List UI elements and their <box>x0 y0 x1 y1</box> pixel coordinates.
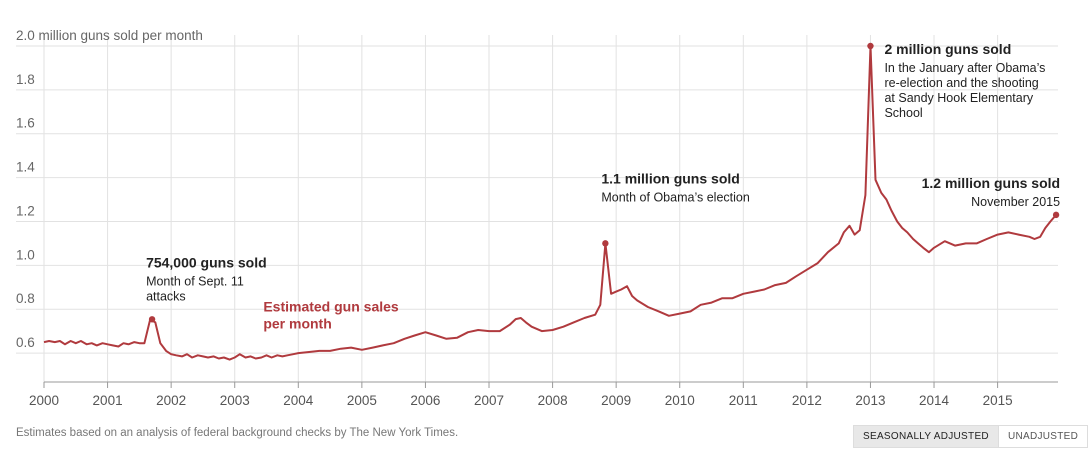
annotation-text: Month of Obama’s election <box>601 190 750 204</box>
annotation-dot <box>602 240 609 247</box>
x-tick-label: 2010 <box>665 393 695 408</box>
x-tick-label: 2013 <box>855 393 885 408</box>
annotation-text: re-election and the shooting <box>884 76 1038 90</box>
y-tick-label: 1.6 <box>16 116 35 131</box>
y-axis-labels: 0.6 0.8 1.0 1.2 1.4 1.6 1.8 2.0 million guns so… <box>16 28 203 350</box>
annotation-text: In the January after Obama’s <box>884 61 1045 75</box>
annotation-title: 1.1 million guns sold <box>601 170 739 186</box>
x-tick-label: 2001 <box>93 393 123 408</box>
y-tick-label: 1.8 <box>16 72 35 87</box>
x-tick-label: 2009 <box>601 393 631 408</box>
unadjusted-button[interactable]: UNADJUSTED <box>997 426 1088 447</box>
annotation-dot <box>1052 211 1060 219</box>
x-tick-label: 2015 <box>983 393 1013 408</box>
gridlines <box>16 35 1058 382</box>
x-tick-label: 2007 <box>474 393 504 408</box>
seasonally-adjusted-button[interactable]: SEASONALLY ADJUSTED <box>854 426 998 447</box>
annotation-title: 2 million guns sold <box>884 41 1011 57</box>
y-tick-label: 0.6 <box>16 335 35 350</box>
y-tick-label: 1.4 <box>16 160 35 175</box>
annotation-title: 754,000 guns sold <box>146 254 267 270</box>
x-tick-label: 2005 <box>347 393 377 408</box>
x-tick-label: 2003 <box>220 393 250 408</box>
y-tick-label: 2.0 million guns sold per month <box>16 28 203 43</box>
annotation-text: at Sandy Hook Elementary <box>884 91 1033 105</box>
series-line <box>43 45 1057 361</box>
x-tick-label: 2004 <box>283 393 314 408</box>
annotation-text: Month of Sept. 11 <box>146 274 244 288</box>
x-tick-label: 2000 <box>29 393 59 408</box>
annotation-title: 1.2 million guns sold <box>922 175 1060 191</box>
x-tick-label: 2014 <box>919 393 950 408</box>
source-note: Estimates based on an analysis of federa… <box>16 427 459 439</box>
annotation-text: November 2015 <box>971 195 1060 209</box>
adjustment-toggle[interactable]: SEASONALLY ADJUSTED UNADJUSTED <box>853 425 1089 448</box>
y-tick-label: 0.8 <box>16 291 35 306</box>
annotation-text: School <box>884 106 922 120</box>
annotation-dot <box>867 42 874 50</box>
annotation-text: attacks <box>146 289 186 303</box>
x-tick-label: 2006 <box>410 393 440 408</box>
x-tick-label: 2008 <box>538 393 568 408</box>
x-tick-label: 2012 <box>792 393 822 408</box>
x-tick-label: 2002 <box>156 393 186 408</box>
series-lines <box>43 45 1057 361</box>
y-tick-label: 1.0 <box>16 247 35 262</box>
series-label: per month <box>263 315 331 331</box>
annotations: 754,000 guns sold Month of Sept. 11attack… <box>146 41 1060 323</box>
x-axis: 2000 2001 2002 2003 2004 2005 2006 2007 2008 2009… <box>29 381 1058 408</box>
annotation-dot <box>148 316 156 323</box>
y-tick-label: 1.2 <box>16 203 35 218</box>
series-label: Estimated gun sales <box>263 298 399 314</box>
x-tick-label: 2011 <box>729 393 758 408</box>
gun-sales-chart: 0.6 0.8 1.0 1.2 1.4 1.6 1.8 2.0 million guns so… <box>16 28 1060 408</box>
